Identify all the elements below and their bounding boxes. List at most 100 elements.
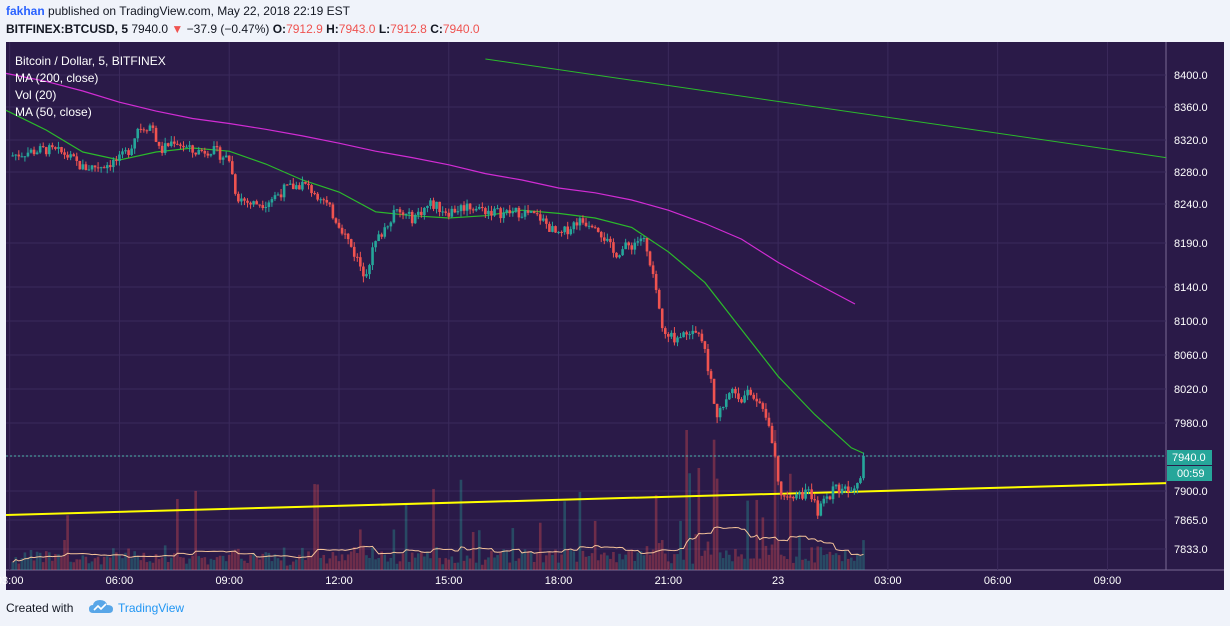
- candle-body: [535, 213, 539, 215]
- candle-body: [493, 208, 496, 216]
- candle-body: [590, 225, 594, 228]
- volume-bar: [194, 490, 197, 570]
- volume-bar: [252, 552, 255, 570]
- candle-body: [785, 496, 789, 498]
- candle-body: [691, 330, 695, 335]
- price-tick-label: 7900.0: [1174, 486, 1208, 498]
- candle-up: [270, 196, 274, 207]
- volume-bar: [224, 561, 228, 570]
- volume-bar: [642, 555, 646, 570]
- volume-bar: [474, 562, 478, 570]
- candle-body: [663, 328, 667, 334]
- candle-body: [581, 218, 585, 223]
- candle-body: [670, 332, 673, 337]
- candle-down: [697, 331, 701, 337]
- candle-up: [642, 236, 646, 243]
- price-tick-label: 8020.0: [1174, 384, 1208, 396]
- volume-bar: [328, 558, 332, 570]
- candle-down: [560, 230, 563, 237]
- candle-down: [51, 142, 54, 150]
- volume-bar: [331, 552, 335, 570]
- price-chart[interactable]: 8400.0 8360.0 8320.0 8280.0 8240.0 8190.0 8140…: [0, 42, 1230, 590]
- volume-bar: [130, 558, 133, 570]
- volume-bar: [407, 561, 411, 570]
- time-axis[interactable]: [6, 570, 1224, 590]
- candle-down: [32, 146, 36, 157]
- candle-body: [276, 194, 280, 196]
- candle-body: [349, 239, 353, 247]
- candle-up: [23, 156, 27, 162]
- candle-body: [627, 242, 630, 246]
- volume-bar: [423, 556, 426, 570]
- volume-bar: [837, 555, 841, 570]
- author-link[interactable]: fakhan: [6, 4, 45, 18]
- candle-body: [20, 156, 24, 158]
- candle-down: [63, 148, 66, 159]
- candle-body: [734, 389, 737, 394]
- volume-bar: [703, 550, 707, 570]
- candle-up: [368, 263, 371, 280]
- volume-bar: [188, 558, 191, 570]
- candle-body: [368, 265, 371, 275]
- volume-bar: [685, 430, 688, 570]
- candle-body: [694, 330, 698, 333]
- candle-body: [212, 146, 216, 155]
- candle-body: [160, 145, 164, 154]
- volume-bar: [267, 552, 271, 570]
- created-with-text: Created with: [6, 601, 74, 615]
- legend-volume[interactable]: Vol (20): [15, 88, 56, 102]
- volume-bar: [737, 556, 740, 570]
- volume-bar: [121, 558, 124, 570]
- candle-body: [227, 155, 231, 162]
- volume-bar: [718, 552, 722, 570]
- candle-up: [822, 495, 826, 507]
- volume-bar: [654, 494, 658, 570]
- candle-body: [416, 211, 420, 215]
- tradingview-brand[interactable]: TradingView: [118, 601, 185, 615]
- candle-down: [54, 146, 57, 151]
- footer: Created with TradingView: [0, 590, 1230, 626]
- volume-bar: [697, 467, 701, 570]
- volume-bar: [761, 517, 765, 570]
- candle-body: [651, 265, 655, 275]
- candle-body: [450, 208, 454, 217]
- volume-bar: [270, 561, 274, 570]
- price-axis[interactable]: [1166, 42, 1224, 570]
- candle-down: [151, 122, 155, 134]
- candle-down: [645, 237, 649, 257]
- candle-down: [362, 262, 365, 283]
- volume-bar: [444, 558, 448, 570]
- volume-bar: [508, 562, 512, 570]
- candle-body: [169, 141, 173, 146]
- legend-ma200[interactable]: MA (200, close): [15, 71, 98, 85]
- candle-up: [807, 486, 810, 495]
- tradingview-cloud-icon[interactable]: [88, 599, 114, 615]
- candle-body: [133, 138, 136, 149]
- candle-body: [237, 193, 240, 202]
- volume-bar: [532, 562, 536, 570]
- candle-up: [197, 146, 201, 155]
- chart-legend[interactable]: Bitcoin / Dollar, 5, BITFINEX MA (200, c…: [15, 54, 166, 119]
- candle-up: [551, 221, 554, 233]
- candle-down: [828, 495, 832, 501]
- candle-down: [316, 192, 319, 202]
- candle-down: [444, 208, 448, 216]
- price-axis-labels: 8400.0 8360.0 8320.0 8280.0 8240.0 8190.0 8140…: [1174, 70, 1208, 556]
- candle-body: [728, 393, 731, 400]
- candle-down: [154, 125, 158, 143]
- candle-down: [258, 204, 262, 208]
- volume-bar: [493, 557, 496, 570]
- candle-body: [355, 256, 359, 258]
- candle-down: [139, 123, 143, 133]
- candle-up: [572, 221, 576, 234]
- candle-body: [32, 149, 36, 155]
- volume-bar: [237, 548, 240, 570]
- candle-down: [554, 225, 557, 233]
- candle-body: [29, 149, 33, 153]
- candle-body: [487, 210, 490, 215]
- volume-bar: [551, 554, 554, 570]
- candle-body: [44, 147, 48, 155]
- candle-body: [755, 398, 759, 402]
- legend-ma50[interactable]: MA (50, close): [15, 105, 92, 119]
- volume-bar: [346, 554, 350, 570]
